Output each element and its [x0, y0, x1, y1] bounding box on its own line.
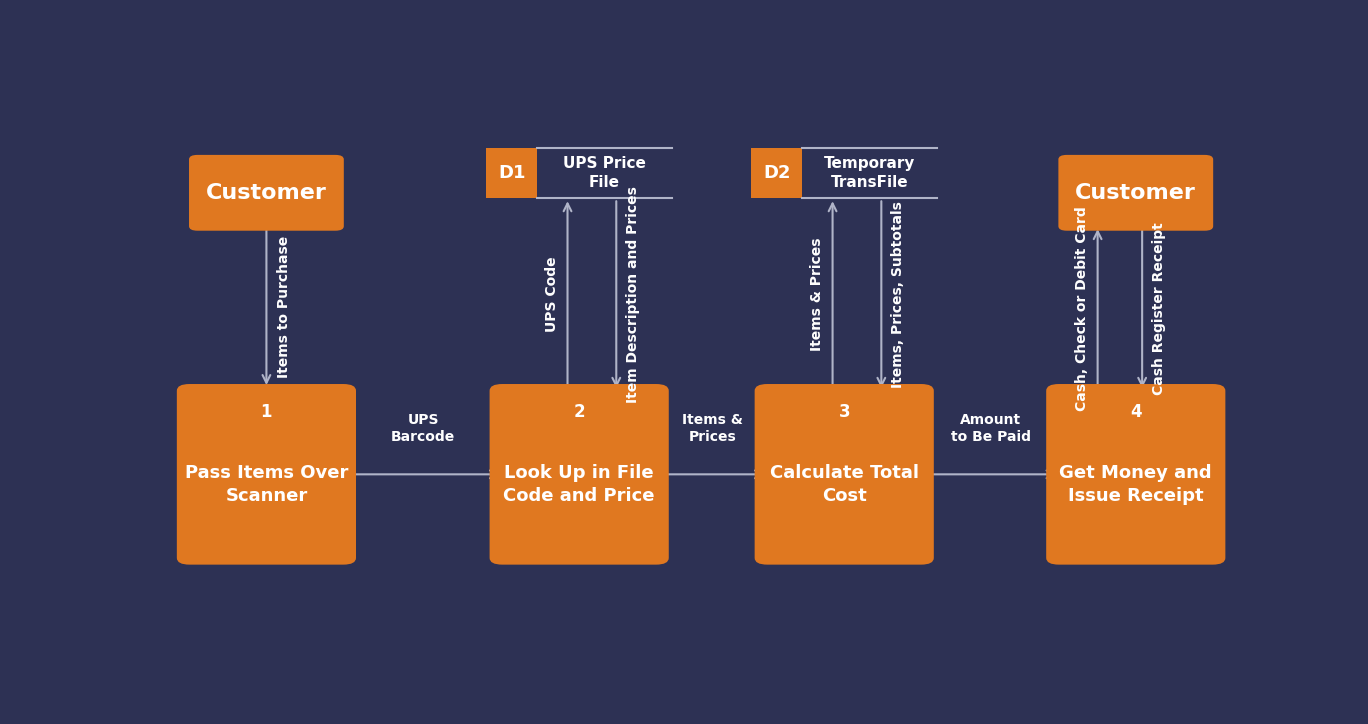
Text: Get Money and
Issue Receipt: Get Money and Issue Receipt — [1059, 463, 1212, 505]
Text: Item Description and Prices: Item Description and Prices — [625, 186, 640, 403]
Text: Pass Items Over
Scanner: Pass Items Over Scanner — [185, 463, 347, 505]
FancyBboxPatch shape — [487, 148, 538, 198]
Text: Temporary
TransFile: Temporary TransFile — [824, 156, 915, 190]
Text: UPS Price
File: UPS Price File — [564, 156, 646, 190]
Text: Customer: Customer — [207, 182, 327, 203]
FancyBboxPatch shape — [755, 384, 934, 565]
Text: Items &
Prices: Items & Prices — [681, 413, 743, 444]
Text: Cash, Check or Debit Card: Cash, Check or Debit Card — [1075, 206, 1089, 411]
Text: Calculate Total
Cost: Calculate Total Cost — [770, 463, 919, 505]
Text: Cash Register Receipt: Cash Register Receipt — [1152, 222, 1166, 395]
FancyBboxPatch shape — [490, 384, 669, 565]
Text: UPS
Barcode: UPS Barcode — [391, 413, 456, 444]
Text: 1: 1 — [261, 403, 272, 421]
Text: Customer: Customer — [1075, 182, 1196, 203]
FancyBboxPatch shape — [176, 384, 356, 565]
FancyBboxPatch shape — [1047, 384, 1226, 565]
Text: D2: D2 — [763, 164, 791, 182]
Text: Items & Prices: Items & Prices — [810, 237, 824, 351]
Text: Amount
to Be Paid: Amount to Be Paid — [951, 413, 1030, 444]
Text: D1: D1 — [498, 164, 525, 182]
FancyBboxPatch shape — [751, 148, 803, 198]
Text: Items to Purchase: Items to Purchase — [276, 236, 291, 378]
Text: 3: 3 — [839, 403, 850, 421]
Text: 2: 2 — [573, 403, 586, 421]
Text: Items, Prices, Subtotals: Items, Prices, Subtotals — [891, 201, 904, 388]
FancyBboxPatch shape — [1059, 155, 1213, 231]
Text: UPS Code: UPS Code — [544, 257, 560, 332]
Text: Look Up in File
Code and Price: Look Up in File Code and Price — [503, 463, 655, 505]
FancyBboxPatch shape — [189, 155, 343, 231]
Text: 4: 4 — [1130, 403, 1141, 421]
